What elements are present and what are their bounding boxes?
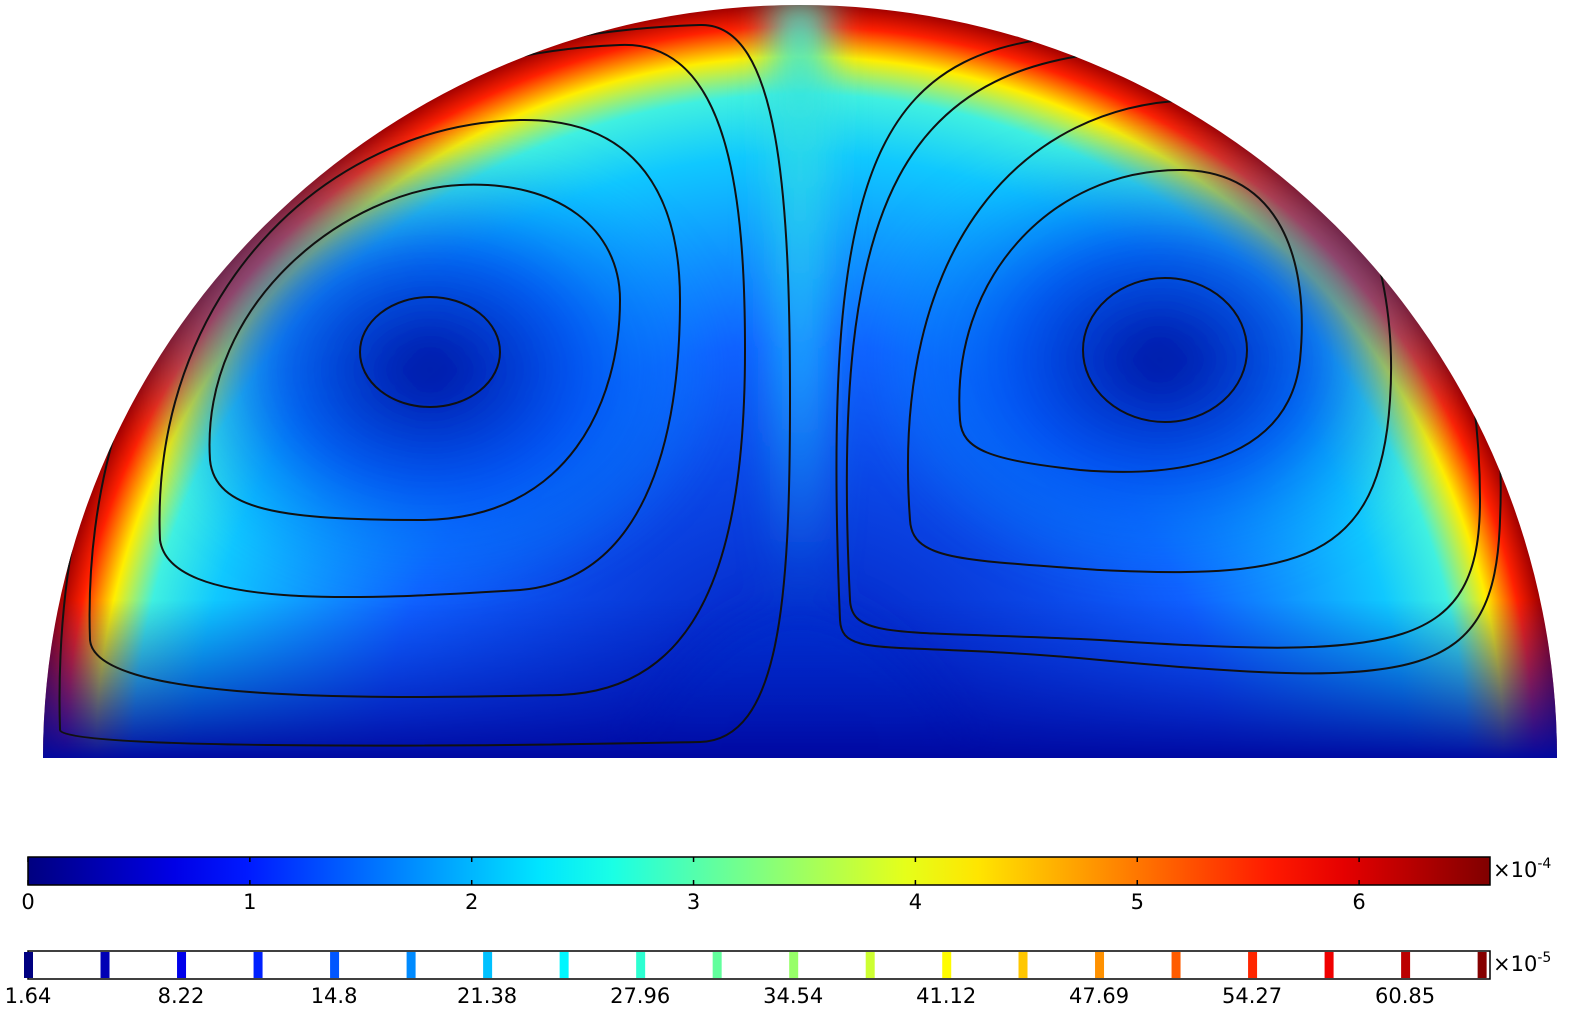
tick-label: 60.85 bbox=[1375, 984, 1435, 1008]
tick-label: 41.12 bbox=[916, 984, 976, 1008]
level-swatch bbox=[1171, 952, 1181, 978]
level-swatch bbox=[942, 952, 952, 978]
tick-label: 5 bbox=[1131, 890, 1144, 914]
level-swatch bbox=[559, 952, 569, 978]
tick-label: 6 bbox=[1352, 890, 1365, 914]
tick-label: 1 bbox=[243, 890, 256, 914]
level-swatch bbox=[865, 952, 875, 978]
level-swatch bbox=[177, 952, 187, 978]
level-swatch bbox=[1401, 952, 1411, 978]
tick-label: 21.38 bbox=[457, 984, 517, 1008]
level-swatch bbox=[253, 952, 263, 978]
level-swatch bbox=[712, 952, 722, 978]
tick-label: 8.22 bbox=[158, 984, 205, 1008]
multiplier-exponent: -5 bbox=[1537, 950, 1551, 966]
tick-label: 1.64 bbox=[5, 984, 52, 1008]
tick-label: 47.69 bbox=[1069, 984, 1129, 1008]
tick-label: 34.54 bbox=[763, 984, 823, 1008]
level-swatch bbox=[636, 952, 646, 978]
level-swatch bbox=[1248, 952, 1258, 978]
multiplier: ×10-5 bbox=[1493, 950, 1551, 976]
velocity-field bbox=[43, 5, 1557, 758]
level-swatch bbox=[1095, 952, 1105, 978]
tick-label: 2 bbox=[465, 890, 478, 914]
colorbar bbox=[27, 856, 1491, 886]
level-swatch bbox=[1018, 952, 1028, 978]
tick-label: 3 bbox=[687, 890, 700, 914]
multiplier-base: ×10 bbox=[1493, 952, 1537, 976]
multiplier: ×10-4 bbox=[1493, 856, 1551, 882]
tick-label: 54.27 bbox=[1222, 984, 1282, 1008]
multiplier-base: ×10 bbox=[1493, 858, 1537, 882]
level-swatch bbox=[483, 952, 493, 978]
level-swatch bbox=[1324, 952, 1334, 978]
multiplier-exponent: -4 bbox=[1537, 856, 1551, 872]
level-swatch bbox=[330, 952, 340, 978]
tick-label: 4 bbox=[909, 890, 922, 914]
tick-label: 14.8 bbox=[311, 984, 358, 1008]
level-swatch bbox=[24, 952, 33, 978]
level-swatch bbox=[1477, 952, 1487, 978]
level-bar bbox=[27, 950, 1491, 980]
level-swatch bbox=[406, 952, 416, 978]
level-swatch bbox=[100, 952, 110, 978]
tick-label: 27.96 bbox=[610, 984, 670, 1008]
tick-label: 0 bbox=[21, 890, 34, 914]
level-swatch bbox=[789, 952, 799, 978]
